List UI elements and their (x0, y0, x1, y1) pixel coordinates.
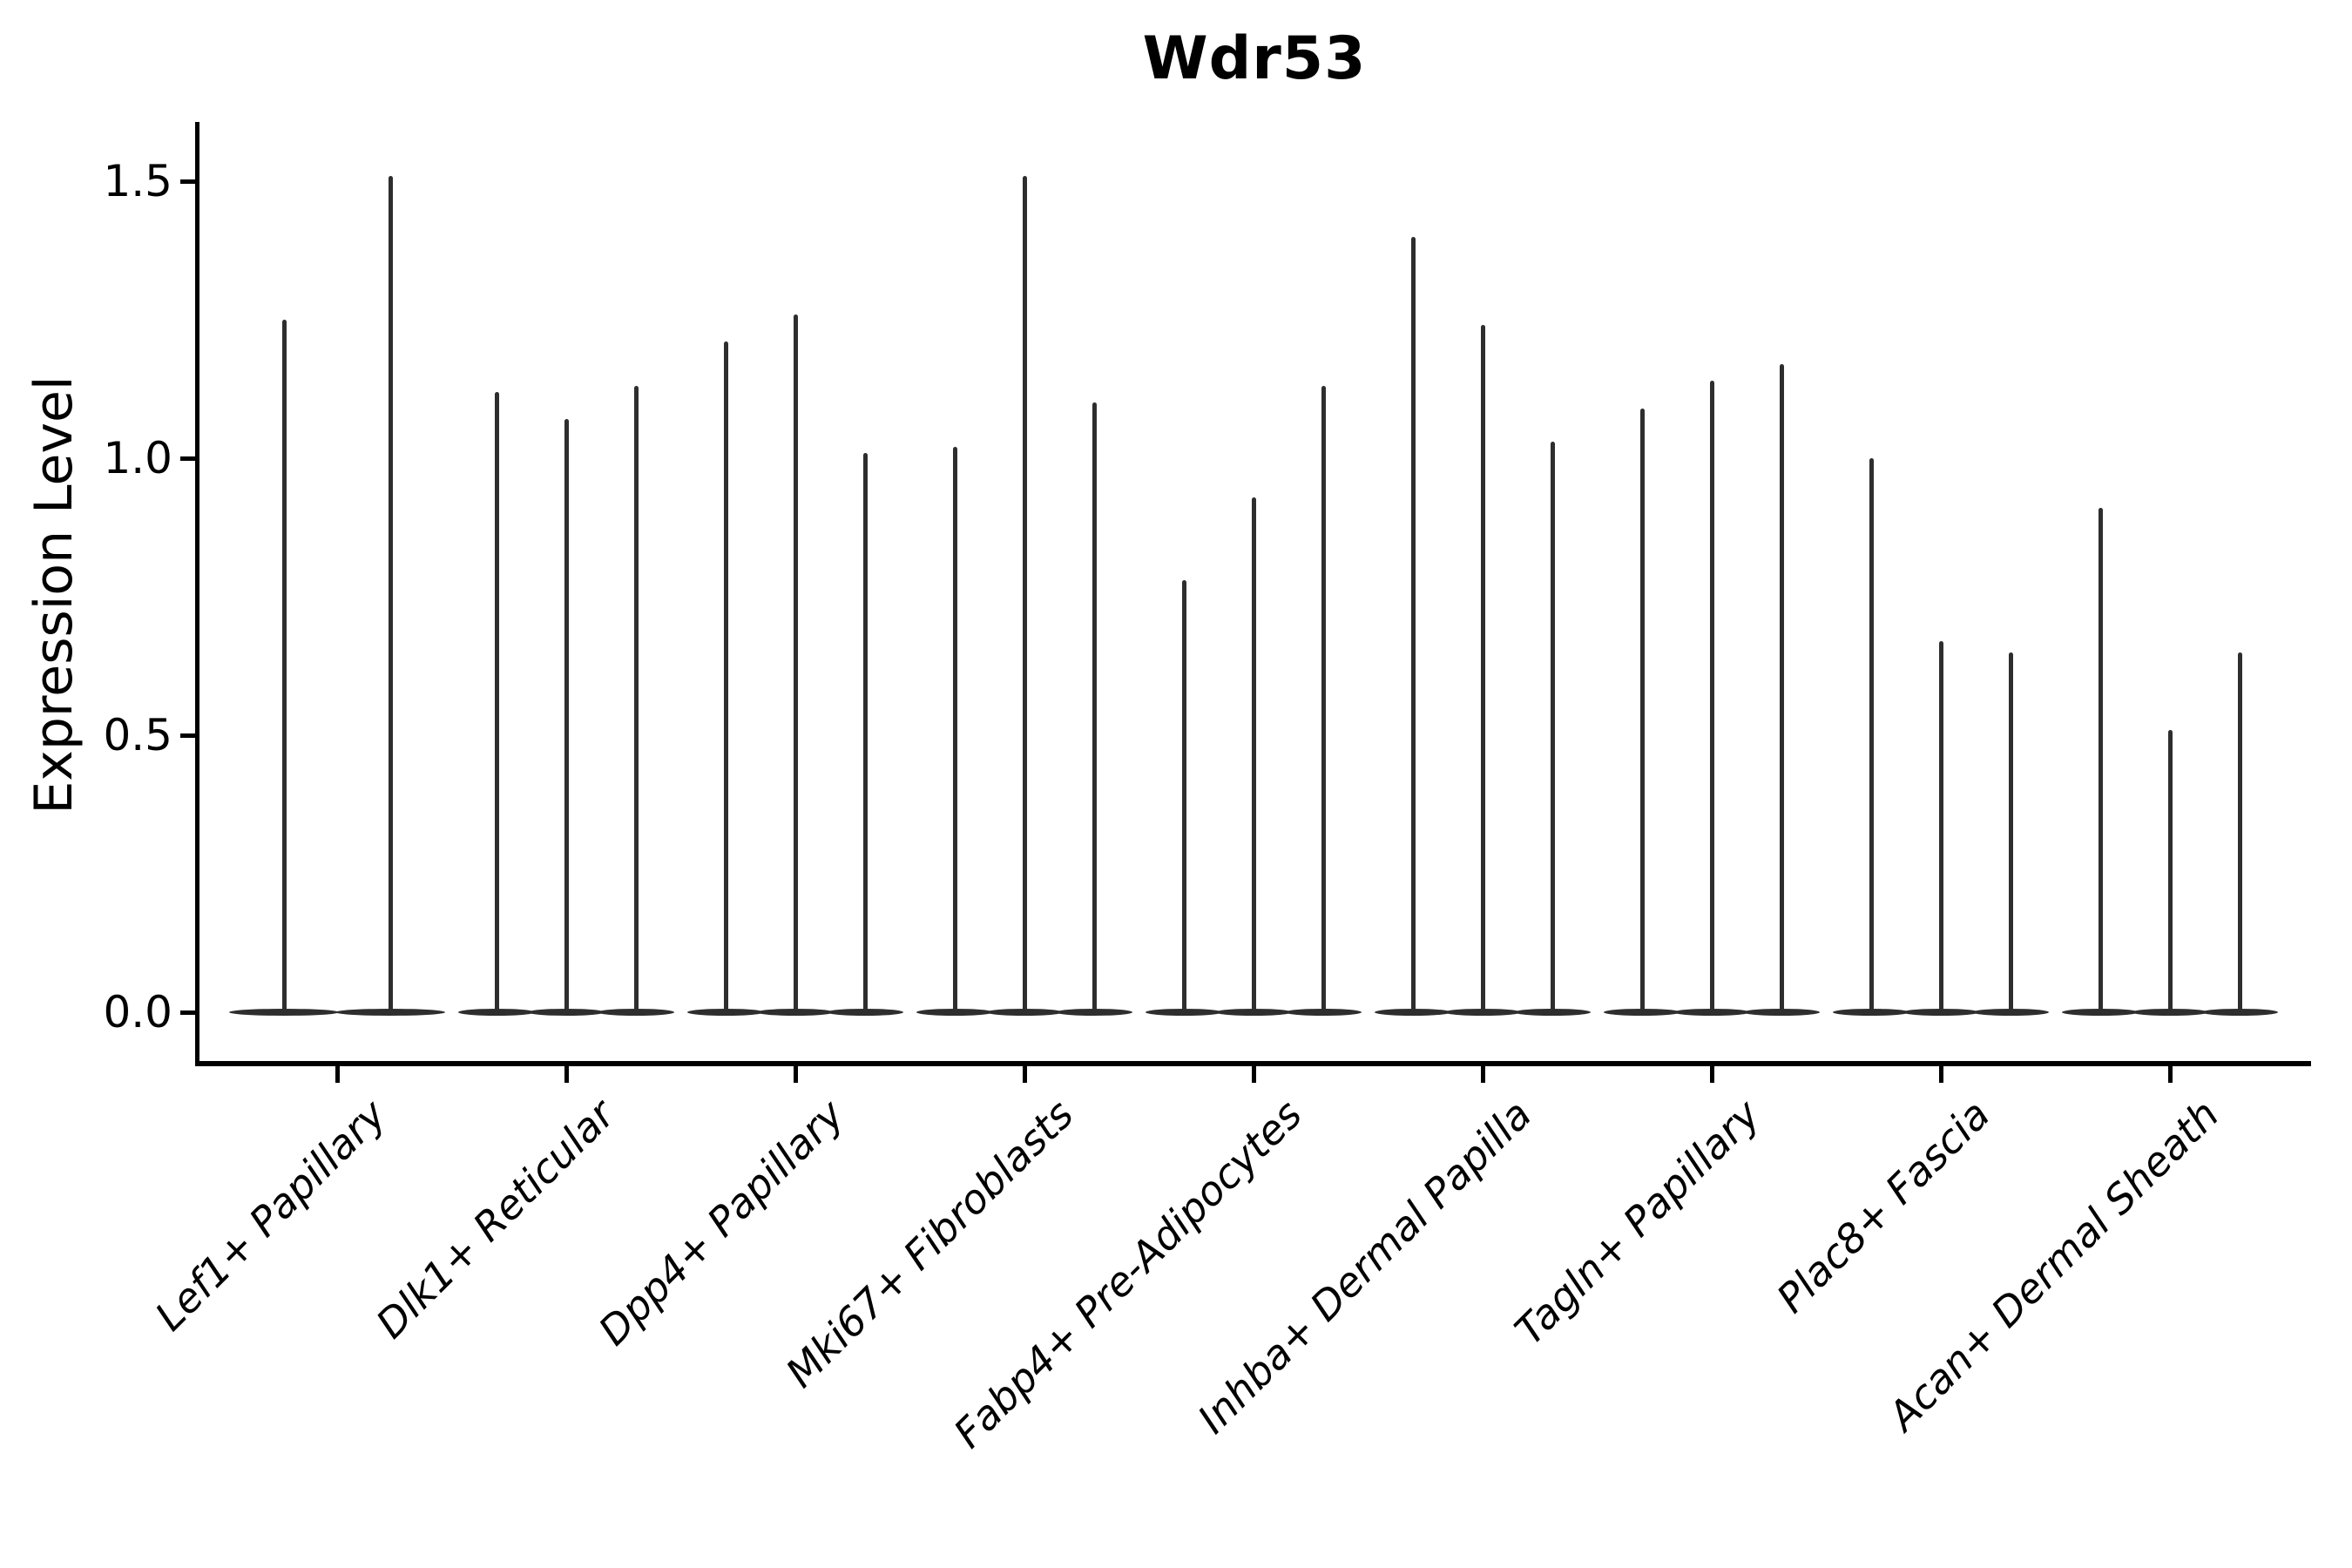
violin-spike (2098, 508, 2103, 1012)
violin-base (1903, 1009, 1979, 1016)
violin-base (1673, 1009, 1750, 1016)
chart-title: Wdr53 (1142, 24, 1367, 93)
violin-spike (793, 314, 798, 1012)
violin-spike (1251, 497, 1256, 1012)
violin-spike (1480, 325, 1485, 1012)
y-tick-label: 0.5 (103, 710, 172, 760)
x-tick (1709, 1066, 1714, 1083)
y-tick (180, 733, 195, 738)
violin-base (687, 1009, 764, 1016)
violin-spike (1550, 441, 1555, 1012)
violin-spike (564, 419, 569, 1012)
y-tick-label: 0.0 (103, 987, 172, 1037)
violin-base (1444, 1009, 1521, 1016)
violin-base (598, 1009, 674, 1016)
violin-base (1215, 1009, 1292, 1016)
x-tick-label: Dlk1+ Reticular (367, 1091, 625, 1348)
y-axis-label: Expression Level (24, 375, 84, 814)
violin-spike (1938, 640, 1943, 1012)
violin-base (229, 1009, 339, 1016)
violin-spike (952, 447, 957, 1012)
x-tick (1938, 1066, 1943, 1083)
x-tick (564, 1066, 569, 1083)
violin-base (2132, 1009, 2208, 1016)
violin-base (986, 1009, 1063, 1016)
y-axis-spine (195, 122, 199, 1066)
violin-base (1375, 1009, 1451, 1016)
y-tick (180, 456, 195, 461)
violin-spike (1869, 458, 1874, 1012)
x-tick (1480, 1066, 1485, 1083)
x-tick (1022, 1066, 1027, 1083)
violin-base (916, 1009, 993, 1016)
violin-base (1514, 1009, 1591, 1016)
violin-spike (1022, 175, 1027, 1012)
x-tick-label: Plac8+ Fascia (1767, 1091, 1999, 1322)
y-tick-label: 1.5 (103, 156, 172, 206)
y-tick (180, 179, 195, 184)
violin-base (2062, 1009, 2139, 1016)
violin-base (335, 1009, 445, 1016)
violin-base (1972, 1009, 2049, 1016)
violin-spike (2167, 729, 2173, 1012)
violin-base (458, 1009, 535, 1016)
violin-spike (2237, 652, 2242, 1012)
violin-spike (1181, 579, 1186, 1012)
violin-spike (1092, 402, 1097, 1012)
violin-base (1604, 1009, 1680, 1016)
violin-base (1285, 1009, 1362, 1016)
violin-spike (388, 175, 393, 1012)
violin-base (757, 1009, 834, 1016)
x-tick (793, 1066, 798, 1083)
y-tick-label: 1.0 (103, 433, 172, 483)
x-tick-label: Dpp4+ Papillary (589, 1091, 854, 1355)
violin-base (1743, 1009, 1820, 1016)
violin-base (2201, 1009, 2278, 1016)
violin-base (1056, 1009, 1132, 1016)
violin-spike (1639, 408, 1645, 1012)
violin-base (1146, 1009, 1222, 1016)
violin-spike (862, 452, 868, 1012)
violin-spike (1709, 380, 1714, 1012)
violin-spike (633, 386, 639, 1012)
violin-spike (1779, 363, 1784, 1012)
violin-base (1833, 1009, 1909, 1016)
x-tick (1251, 1066, 1256, 1083)
violin-spike (494, 391, 499, 1012)
y-tick (180, 1010, 195, 1015)
violin-spike (2008, 652, 2013, 1012)
x-tick-label: Tagln+ Papillary (1505, 1091, 1770, 1355)
x-tick (2167, 1066, 2173, 1083)
x-axis-spine (195, 1061, 2311, 1066)
violin-spike (1321, 386, 1326, 1012)
violin-base (827, 1009, 903, 1016)
x-tick (335, 1066, 340, 1083)
violin-spike (723, 341, 728, 1012)
violin-base (528, 1009, 605, 1016)
violin-spike (1410, 236, 1416, 1012)
x-tick-label: Lef1+ Papillary (145, 1091, 395, 1340)
violin-spike (281, 320, 287, 1012)
